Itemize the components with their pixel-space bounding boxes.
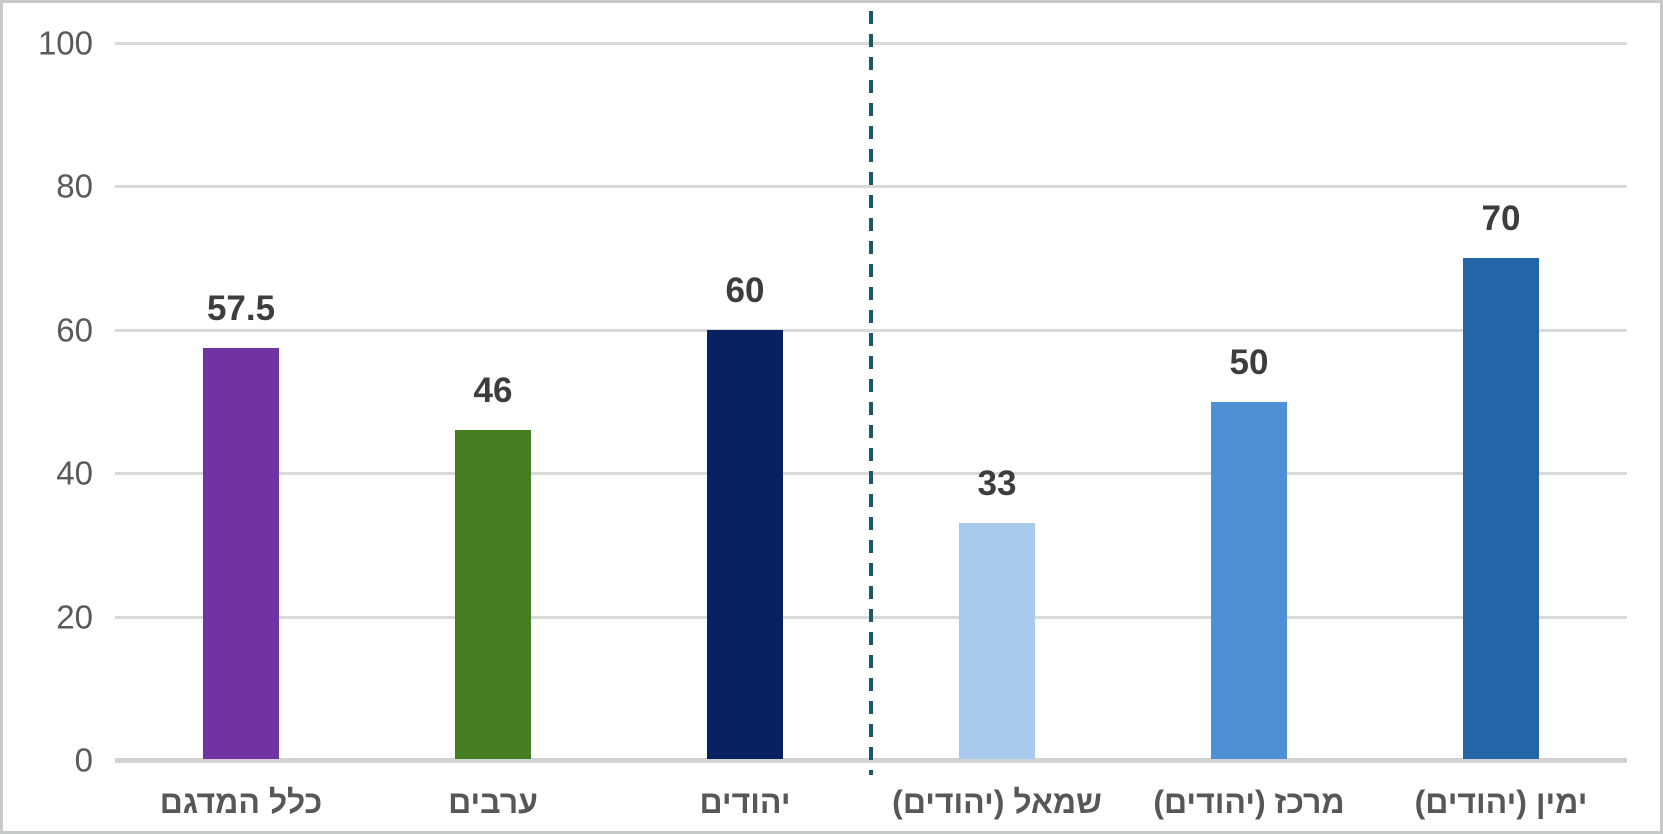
bar-jews (707, 329, 783, 759)
value-label-arabs: 46 (473, 371, 513, 411)
value-label-center-jews: 50 (1229, 342, 1269, 382)
category-label-left-jews: שמאל (יהודים) (892, 784, 1102, 820)
y-tick-label-0: 0 (74, 741, 93, 779)
category-label-arabs: ערבים (448, 784, 538, 820)
y-tick-label-40: 40 (56, 454, 93, 492)
category-label-total-sample: כלל המדגם (159, 784, 323, 820)
y-tick-label-100: 100 (37, 24, 93, 62)
value-label-right-jews: 70 (1481, 199, 1521, 239)
value-label-jews: 60 (725, 270, 765, 310)
value-label-total-sample: 57.5 (206, 288, 276, 328)
category-label-right-jews: ימין (יהודים) (1414, 784, 1588, 820)
bar-left-jews (959, 523, 1035, 759)
bar-center-jews (1211, 401, 1287, 759)
value-label-left-jews: 33 (977, 464, 1017, 504)
y-tick-label-80: 80 (56, 167, 93, 205)
y-tick-label-60: 60 (56, 311, 93, 349)
bar-right-jews (1463, 258, 1539, 759)
category-label-center-jews: מרכז (יהודים) (1153, 784, 1345, 820)
group-separator-dashed-line (869, 11, 873, 775)
y-tick-label-20: 20 (56, 598, 93, 636)
bar-arabs (455, 430, 531, 759)
bar-total-sample (203, 347, 279, 759)
category-label-jews: יהודים (699, 784, 791, 820)
